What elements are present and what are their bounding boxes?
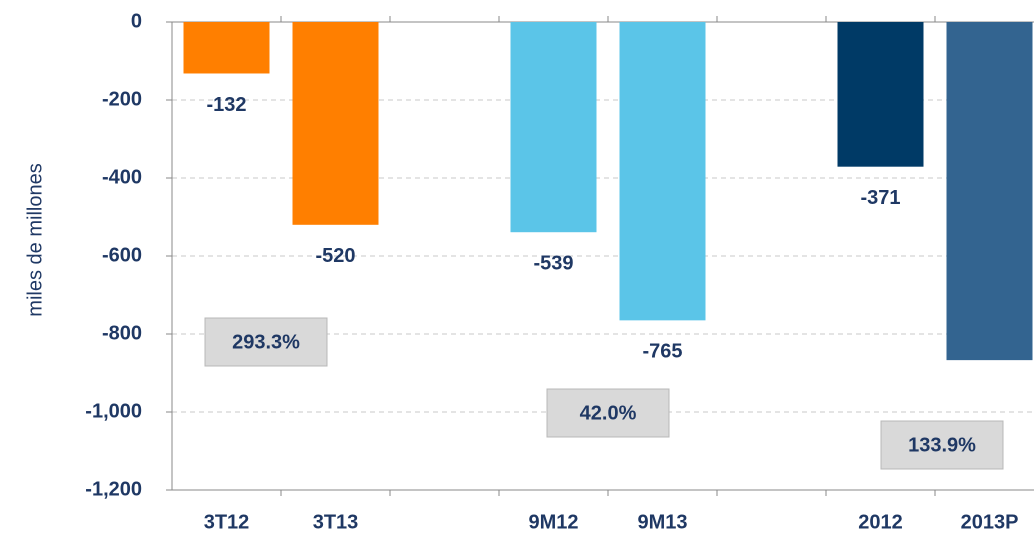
y-tick-label: -200: [102, 88, 142, 110]
y-tick-label: -1,200: [85, 478, 142, 500]
annotation: 133.9%: [908, 434, 976, 456]
bar: [837, 22, 924, 167]
annotation: 293.3%: [232, 331, 300, 353]
bar: [292, 22, 379, 225]
x-tick-label: 3T13: [313, 511, 359, 533]
annotation-box: [880, 420, 1004, 470]
bar: [183, 22, 270, 74]
data-label: -520: [315, 245, 355, 267]
annotation-box: [546, 388, 670, 438]
x-tick-label: 9M12: [528, 511, 578, 533]
data-label: -539: [533, 252, 573, 274]
y-tick-label: -600: [102, 244, 142, 266]
data-label: -765: [642, 341, 682, 363]
y-tick-label: -400: [102, 166, 142, 188]
x-tick-label: 2013P: [961, 511, 1019, 533]
bar: [619, 22, 706, 321]
annotation: 42.0%: [580, 402, 637, 424]
data-label: -132: [206, 94, 246, 116]
x-tick-label: 9M13: [637, 511, 687, 533]
data-label: -371: [860, 187, 900, 209]
annotation-box: [204, 317, 328, 367]
bar: [946, 22, 1033, 361]
bar: [510, 22, 597, 233]
y-axis-label: miles de millones: [24, 163, 46, 316]
x-tick-label: 2012: [858, 511, 903, 533]
y-tick-label: -800: [102, 322, 142, 344]
y-tick-label: 0: [131, 10, 142, 32]
x-tick-label: 3T12: [204, 511, 250, 533]
y-tick-label: -1,000: [85, 400, 142, 422]
